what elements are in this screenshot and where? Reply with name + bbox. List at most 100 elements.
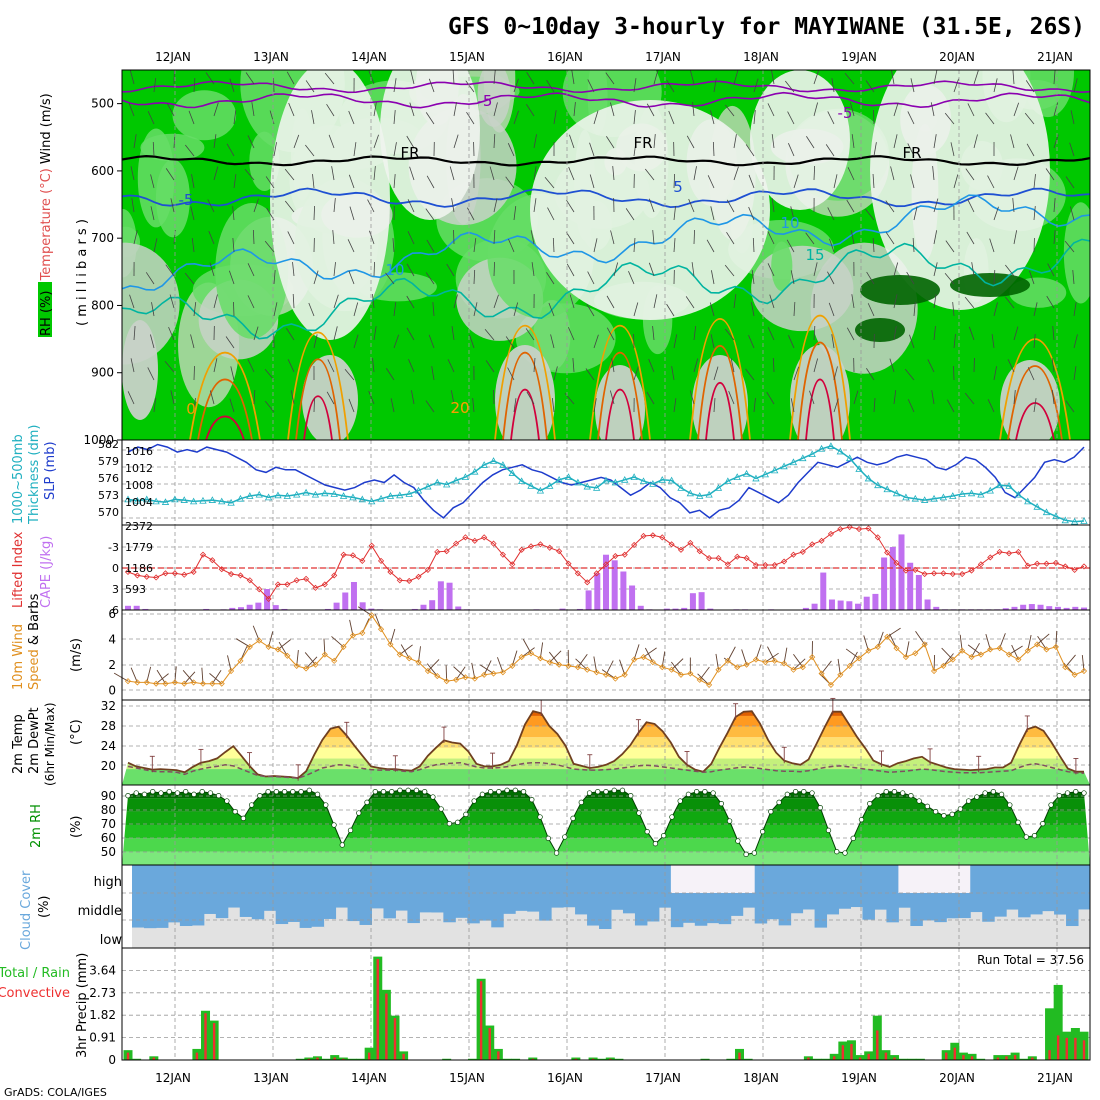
rh-marker: [619, 787, 626, 793]
contour-label: FR: [400, 144, 419, 162]
wind-barb: [767, 327, 775, 341]
low-cloud-cell: [1078, 942, 1091, 948]
precip-total-bar: [468, 1058, 478, 1060]
temp-fill: [122, 711, 1090, 785]
wind-barb: [473, 238, 477, 253]
rh-marker: [479, 791, 486, 797]
wind-barb: [406, 135, 415, 149]
rh-marker: [924, 803, 931, 809]
wind-barb: [368, 70, 375, 85]
low-cloud-cell: [239, 940, 253, 948]
contour-label: FR: [902, 144, 921, 162]
wind-barb: [633, 302, 639, 317]
wind-barb: [952, 302, 955, 317]
thickness-marker: [958, 490, 966, 497]
rh2m-ylabel-unit: (%): [69, 816, 84, 839]
rh-region: [771, 241, 793, 291]
wind-barb: [730, 358, 735, 373]
wind-barb: [825, 144, 835, 157]
li-marker: [696, 548, 703, 555]
wind-barb: [944, 272, 955, 285]
wind-barb: [930, 102, 935, 117]
wind-speed-marker: [602, 671, 610, 678]
wind-barb: [693, 166, 697, 181]
cape-bar: [324, 608, 331, 610]
wind-barb: [549, 650, 562, 663]
wind-barb: [805, 232, 815, 245]
cape-bar: [889, 547, 896, 610]
li-marker: [771, 561, 778, 569]
date-label-top: 14JAN: [351, 50, 387, 64]
low-cloud-cell: [790, 939, 804, 948]
wind-barb: [373, 134, 379, 149]
li-marker: [1062, 563, 1069, 570]
high-cloud-cell: [575, 865, 588, 893]
surface-temperature-contour: [1007, 365, 1063, 440]
contour-label: 10: [385, 261, 404, 279]
wind-barb: [993, 366, 997, 381]
cloud-level-label: middle: [78, 904, 122, 919]
rh-marker: [1064, 790, 1071, 796]
high-cloud-cell: [191, 865, 205, 893]
li-marker: [912, 566, 919, 573]
wind-speed-marker: [715, 666, 722, 673]
rh-marker: [941, 813, 947, 819]
precip-convective-bar: [1048, 1050, 1051, 1060]
precip-frame: [121, 947, 1091, 1061]
low-cloud-cell: [910, 933, 923, 948]
wind-barb: [943, 653, 954, 667]
wind-speed-marker: [274, 646, 282, 653]
temp-band: [122, 747, 1090, 759]
slp-tick-label: 1008: [125, 479, 153, 492]
rh-marker: [529, 797, 535, 803]
wind-barb: [213, 294, 218, 309]
wind-barb: [489, 166, 495, 181]
temperature-contour: [122, 154, 1090, 167]
slp-thickness-ylabels: 1000~500mb Thickness (dm) SLP (mb): [11, 425, 58, 525]
wind-barb: [950, 142, 955, 157]
middle-cloud-cell: [455, 893, 468, 918]
wind-barb: [493, 133, 496, 149]
temperature-contour: [122, 80, 1090, 94]
wind-barb: [1073, 302, 1077, 317]
precip-total-bar: [597, 1058, 607, 1060]
wind-barb: [353, 334, 359, 349]
cape-bar: [1002, 608, 1009, 610]
wind-barb: [893, 294, 898, 309]
wind-barb: [290, 390, 295, 405]
wind-barb: [213, 166, 219, 181]
precip-convective-bar: [1013, 1055, 1017, 1060]
wind-speed-marker: [668, 666, 675, 673]
rh-marker: [965, 798, 972, 804]
wind-barb: [726, 199, 735, 213]
high-cloud-cell: [491, 865, 504, 893]
wind-barb: [772, 357, 775, 373]
precip-total-bar: [132, 1058, 142, 1060]
wind-speed-marker: [640, 654, 647, 661]
wind-speed-marker: [499, 669, 506, 676]
wind-barb: [230, 366, 235, 381]
high-cloud-cell: [1006, 865, 1019, 893]
rh-marker: [636, 810, 642, 816]
wind-barb: [305, 144, 315, 157]
cape-bar: [707, 608, 714, 610]
wind-barb: [553, 366, 558, 381]
cape-bar: [828, 599, 835, 610]
wind-barb: [473, 269, 476, 285]
wind-barb: [226, 143, 235, 157]
low-cloud-cell: [359, 933, 372, 948]
wind-barb: [589, 174, 595, 189]
cape-bar: [620, 571, 627, 610]
thickness-marker: [161, 498, 170, 505]
wind-barb: [652, 230, 655, 245]
wind-barb: [753, 398, 756, 413]
wind-barb: [311, 110, 315, 125]
wind-barb: [264, 240, 275, 253]
wind-barb: [324, 72, 335, 85]
wind-speed-marker: [734, 664, 741, 671]
rh-moist-region: [855, 318, 905, 342]
high-cloud-cell: [251, 865, 265, 893]
temp-band: [122, 711, 1090, 716]
